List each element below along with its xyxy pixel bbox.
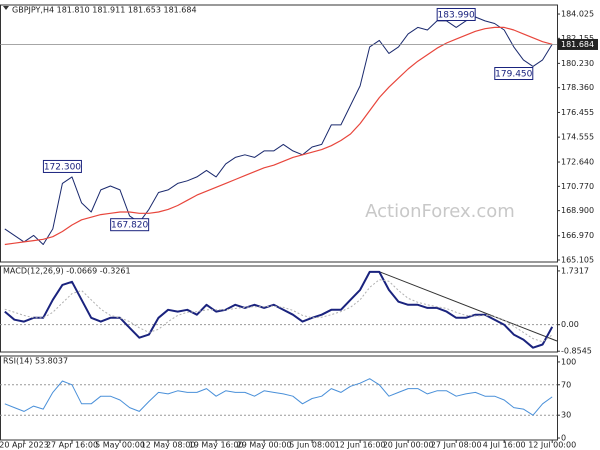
series-line	[4, 16, 553, 245]
annotation-label: 183.990	[438, 10, 475, 20]
y-tick-label: 180.230	[561, 59, 594, 68]
x-tick-label: 20 Apr 2023	[0, 441, 49, 450]
series-line	[4, 378, 553, 416]
x-tick-label: 27 Jun 08:00	[431, 441, 482, 450]
y-tick-label: 168.900	[561, 206, 594, 215]
watermark: ActionForex.com	[365, 201, 515, 222]
y-tick-label: 166.970	[561, 231, 594, 240]
annotation-label: 172.300	[44, 162, 81, 172]
y-tick-label: 176.455	[561, 108, 594, 117]
last-price-label: 181.684	[561, 40, 594, 49]
annotation-box	[42, 159, 82, 173]
price-annotation: 179.450	[494, 67, 534, 81]
y-tick-label: 165.105	[561, 255, 594, 264]
annotation-label: 179.450	[495, 70, 532, 80]
x-tick-label: 4 Jul 16:00	[483, 441, 526, 450]
y-tick-label: -0.8545	[561, 347, 592, 356]
annotation-box	[110, 218, 150, 232]
panel-frame	[0, 265, 558, 353]
y-tick-label: 1.7317	[561, 266, 589, 275]
y-tick-label: 172.640	[561, 158, 594, 167]
annotation-box	[436, 7, 476, 21]
y-tick-label: 70	[561, 380, 571, 389]
panel-frame	[0, 355, 558, 441]
x-tick-label: 29 May 00:00	[237, 441, 292, 450]
x-tick-label: 19 May 16:00	[189, 441, 244, 450]
price-annotation: 167.820	[110, 218, 150, 232]
x-tick-label: 12 Jul 00:00	[528, 441, 576, 450]
annotation-label: 167.820	[111, 221, 148, 231]
y-tick-label: 170.770	[561, 182, 594, 191]
y-tick-label: 178.360	[561, 83, 594, 92]
y-tick-label: 0	[561, 434, 566, 443]
y-tick-label: 30	[561, 411, 571, 420]
x-tick-label: 5 May 00:00	[95, 441, 145, 450]
price-annotation: 183.990	[436, 7, 476, 21]
x-tick-label: 20 Jun 00:00	[383, 441, 434, 450]
panel-title: MACD(12,26,9) -0.0669 -0.3261	[3, 267, 131, 276]
panel-title: GBPJPY,H4 181.810 181.911 181.653 181.68…	[12, 6, 197, 15]
y-tick-label: 174.555	[561, 133, 594, 142]
y-tick-label: 100	[561, 357, 576, 366]
annotation-box	[494, 67, 534, 81]
trend-line	[379, 271, 558, 342]
panel-title: RSI(14) 53.8037	[3, 357, 68, 366]
y-tick-label: 182.155	[561, 34, 594, 43]
x-tick-label: 27 Apr 16:00	[46, 441, 98, 450]
last-price-tag	[558, 38, 598, 50]
series-line	[4, 270, 554, 349]
x-tick-label: 5 Jun 08:00	[289, 441, 335, 450]
series-line	[4, 26, 553, 246]
y-tick-label: 184.025	[561, 10, 594, 19]
price-annotation: 172.300	[42, 159, 82, 173]
panel-frame	[0, 4, 558, 263]
y-tick-label: 0.00	[561, 320, 579, 329]
x-tick-label: 12 May 08:00	[141, 441, 196, 450]
x-tick-label: 12 Jun 16:00	[335, 441, 386, 450]
menu-icon	[3, 6, 9, 10]
